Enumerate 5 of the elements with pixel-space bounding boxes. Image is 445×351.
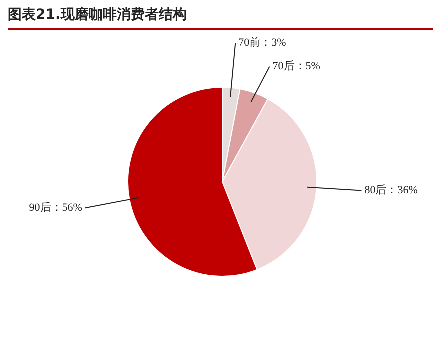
slice-label: 70前：3% <box>238 37 286 50</box>
slice-label: 70后：5% <box>272 60 320 73</box>
chart-title: 图表21.现磨咖啡消费者结构 <box>8 6 433 30</box>
slice-label: 80后：36% <box>364 184 418 197</box>
slice-label: 90后：56% <box>29 201 82 214</box>
